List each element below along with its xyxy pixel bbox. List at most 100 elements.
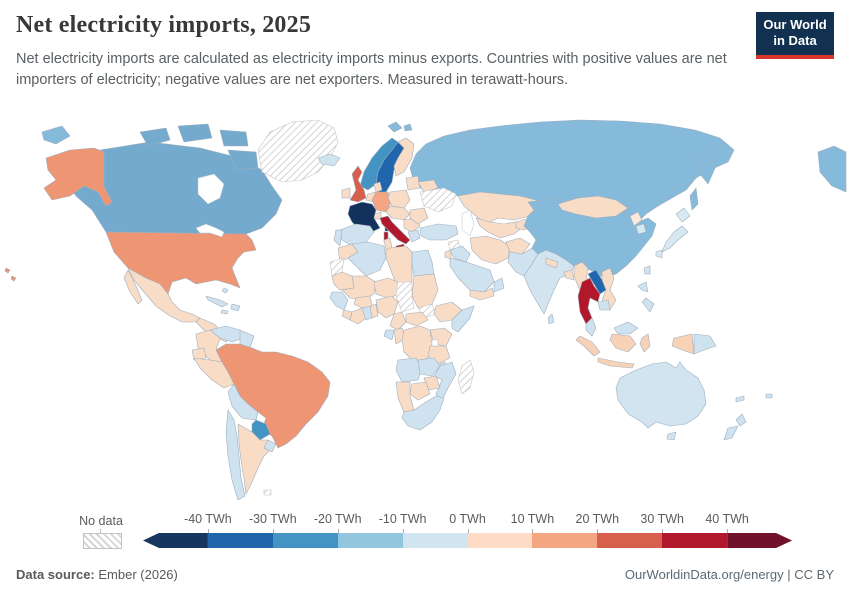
country-japan-hokkaido[interactable] [675, 207, 691, 223]
country-gabon[interactable] [383, 329, 395, 341]
country-iceland[interactable] [317, 153, 341, 167]
country-laos[interactable] [587, 269, 607, 295]
country-japan-kyushu[interactable] [655, 249, 663, 259]
country-uk[interactable] [349, 165, 367, 203]
country-usa-hawaii-2[interactable] [10, 275, 17, 282]
country-portugal[interactable] [333, 229, 343, 247]
country-south-korea[interactable] [635, 223, 647, 235]
country-mauritania[interactable] [331, 271, 355, 291]
country-romania-bulgaria[interactable] [409, 207, 429, 225]
country-indonesia-kalimantan[interactable] [609, 333, 637, 353]
country-russia-wrap-left[interactable] [41, 125, 71, 145]
country-mexico-baja[interactable] [123, 269, 143, 305]
country-chad[interactable] [395, 281, 415, 313]
country-mongolia[interactable] [557, 195, 629, 219]
country-spain[interactable] [339, 223, 375, 247]
country-nepal[interactable] [545, 257, 559, 269]
colorbar-segment[interactable] [727, 533, 792, 548]
country-malaysia-peninsula[interactable] [585, 317, 597, 337]
colorbar-segment[interactable] [402, 533, 468, 548]
country-philippines-luzon[interactable] [637, 281, 649, 293]
colorbar-segment[interactable] [143, 533, 208, 548]
country-greece[interactable] [407, 229, 421, 243]
country-new-zealand-south[interactable] [723, 425, 739, 441]
country-senegal-guinea[interactable] [329, 291, 349, 311]
country-svalbard-2[interactable] [403, 123, 413, 132]
country-canada-island-1[interactable] [139, 127, 171, 147]
country-russia-sakhalin[interactable] [689, 187, 699, 211]
country-japan-honshu[interactable] [661, 225, 689, 253]
country-uruguay[interactable] [263, 439, 277, 453]
country-algeria[interactable] [347, 241, 387, 277]
country-central-african-republic[interactable] [405, 311, 429, 327]
country-turkey[interactable] [419, 223, 459, 241]
country-australia[interactable] [615, 361, 707, 429]
country-falklands[interactable] [263, 489, 272, 496]
colorbar-segment[interactable] [467, 533, 533, 548]
country-somalia[interactable] [451, 305, 475, 333]
country-indonesia-sumatra[interactable] [575, 335, 601, 357]
country-burkina-faso[interactable] [353, 295, 373, 309]
country-cameroon[interactable] [389, 311, 407, 331]
colorbar[interactable] [143, 533, 792, 548]
country-ireland[interactable] [341, 187, 351, 199]
country-levant[interactable] [444, 249, 452, 260]
country-chile[interactable] [225, 409, 246, 501]
license-link[interactable]: CC BY [794, 567, 834, 582]
country-new-caledonia[interactable] [735, 395, 745, 403]
country-baltics[interactable] [405, 175, 421, 191]
colorbar-segment[interactable] [597, 533, 663, 548]
country-botswana[interactable] [409, 381, 431, 401]
country-iran[interactable] [469, 235, 511, 265]
country-russia-chukotka-wrap[interactable] [817, 145, 847, 193]
country-papua-new-guinea[interactable] [693, 333, 717, 355]
country-north-korea[interactable] [629, 211, 643, 227]
country-madagascar[interactable] [457, 359, 475, 395]
country-sri-lanka[interactable] [547, 313, 555, 325]
country-south-africa[interactable] [401, 395, 445, 431]
colorbar-segment[interactable] [532, 533, 598, 548]
country-indonesia-sulawesi[interactable] [639, 333, 651, 353]
colorbar-segment[interactable] [337, 533, 403, 548]
owid-logo[interactable]: Our World in Data [756, 12, 834, 59]
country-cambodia[interactable] [597, 299, 611, 311]
country-ecuador[interactable] [191, 347, 207, 361]
country-togo-benin[interactable] [369, 303, 379, 319]
country-usa-hawaii-1[interactable] [4, 267, 11, 274]
country-jamaica[interactable] [220, 309, 229, 315]
country-denmark[interactable] [373, 181, 383, 193]
colorbar-segment[interactable] [272, 533, 338, 548]
country-fiji[interactable] [765, 393, 773, 399]
country-indonesia-west-papua[interactable] [671, 333, 695, 355]
country-russia-novaya-zemlya[interactable] [461, 129, 475, 147]
owid-link[interactable]: OurWorldinData.org/energy [624, 567, 784, 582]
country-taiwan[interactable] [643, 265, 651, 275]
country-uzbek-turkmen[interactable] [475, 217, 525, 239]
country-saudi-arabia[interactable] [449, 257, 495, 293]
country-svalbard[interactable] [387, 121, 403, 133]
country-greenland[interactable] [257, 119, 339, 183]
country-italy[interactable] [379, 215, 411, 245]
country-indonesia-java[interactable] [597, 357, 635, 369]
country-usa-alaska[interactable] [43, 147, 113, 207]
country-philippines-mindanao[interactable] [641, 297, 655, 313]
country-ukraine[interactable] [419, 187, 457, 213]
country-bangladesh[interactable] [563, 269, 575, 281]
country-belarus[interactable] [417, 179, 439, 193]
country-malaysia-borneo[interactable] [613, 321, 639, 335]
country-egypt[interactable] [411, 249, 435, 277]
country-russia-kamchatka[interactable] [699, 149, 717, 185]
colorbar-segment[interactable] [207, 533, 273, 548]
country-yemen[interactable] [469, 287, 495, 301]
country-new-zealand-north[interactable] [735, 413, 747, 427]
colorbar-segment[interactable] [662, 533, 728, 548]
country-zambia[interactable] [417, 357, 441, 377]
country-canada-island-3[interactable] [219, 129, 249, 147]
country-finland[interactable] [393, 137, 415, 177]
country-drc[interactable] [401, 325, 433, 363]
country-iraq[interactable] [449, 245, 471, 263]
country-canada-baffin[interactable] [227, 149, 259, 171]
country-australia-tasmania[interactable] [666, 431, 677, 441]
country-angola[interactable] [395, 357, 423, 383]
country-sudan[interactable] [411, 273, 439, 309]
